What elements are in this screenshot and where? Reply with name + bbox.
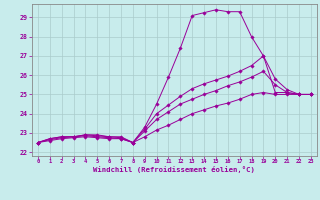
X-axis label: Windchill (Refroidissement éolien,°C): Windchill (Refroidissement éolien,°C) (93, 166, 255, 173)
